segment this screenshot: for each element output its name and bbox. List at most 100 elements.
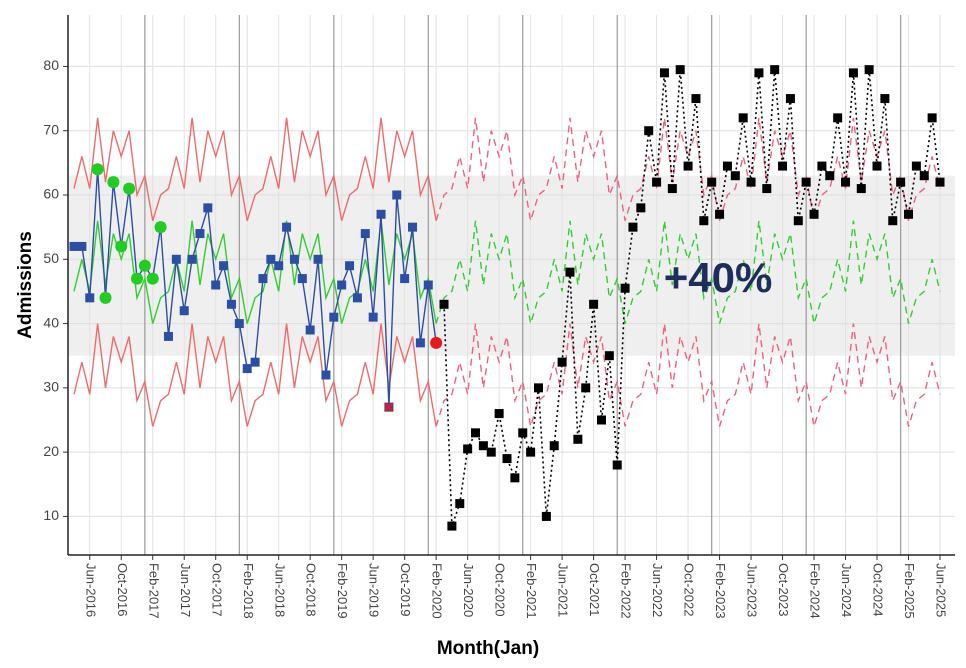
- x-tick-label: Feb-2024: [808, 563, 823, 619]
- point-marker: [430, 336, 443, 349]
- point-marker: [211, 280, 221, 290]
- x-tick-label: Feb-2021: [524, 563, 539, 619]
- point-marker: [533, 383, 543, 393]
- series-line: [73, 323, 437, 427]
- x-tick-label: Oct-2016: [115, 563, 130, 616]
- point-marker: [557, 357, 567, 367]
- point-marker: [785, 94, 795, 104]
- series-line: [435, 323, 941, 427]
- point-marker: [825, 171, 835, 181]
- point-marker: [833, 113, 843, 123]
- point-marker: [305, 325, 315, 335]
- x-tick-label: Oct-2021: [587, 563, 602, 616]
- point-marker: [518, 428, 528, 438]
- x-tick-label: Feb-2020: [430, 563, 445, 619]
- point-marker: [659, 68, 669, 78]
- x-tick-label: Jun-2016: [83, 563, 98, 617]
- point-marker: [683, 161, 693, 171]
- point-marker: [226, 299, 236, 309]
- point-marker: [667, 184, 677, 194]
- point-marker: [581, 383, 591, 393]
- point-marker: [154, 221, 167, 234]
- point-marker: [872, 161, 882, 171]
- point-marker: [675, 65, 685, 75]
- point-marker: [793, 216, 803, 226]
- point-marker: [146, 272, 159, 285]
- series-line: [435, 117, 941, 221]
- point-marker: [297, 274, 307, 284]
- point-marker: [770, 65, 780, 75]
- point-marker: [337, 280, 347, 290]
- point-marker: [919, 171, 929, 181]
- point-marker: [400, 274, 410, 284]
- point-marker: [604, 351, 614, 361]
- point-marker: [541, 511, 551, 521]
- point-marker: [730, 171, 740, 181]
- point-marker: [636, 203, 646, 213]
- point-marker: [250, 357, 260, 367]
- point-marker: [195, 229, 205, 239]
- point-marker: [817, 161, 827, 171]
- point-marker: [809, 209, 819, 219]
- point-marker: [219, 261, 229, 271]
- point-marker: [896, 177, 906, 187]
- x-tick-label: Jun-2024: [839, 563, 854, 617]
- point-marker: [242, 364, 252, 374]
- point-marker: [138, 259, 151, 272]
- point-marker: [880, 94, 890, 104]
- x-tick-label: Oct-2024: [871, 563, 886, 616]
- x-tick-label: Jun-2017: [178, 563, 193, 617]
- point-marker: [384, 402, 394, 413]
- point-marker: [415, 338, 425, 348]
- point-marker: [746, 177, 756, 187]
- point-marker: [187, 254, 197, 264]
- point-marker: [612, 460, 622, 470]
- point-marker: [463, 444, 473, 454]
- point-marker: [848, 68, 858, 78]
- point-marker: [289, 254, 299, 264]
- y-tick-label: 10: [43, 507, 59, 523]
- point-marker: [321, 370, 331, 380]
- y-tick-label: 30: [43, 379, 59, 395]
- series-line: [435, 220, 941, 324]
- point-marker: [628, 222, 638, 232]
- point-marker: [85, 293, 95, 303]
- x-tick-label: Feb-2018: [241, 563, 256, 619]
- point-marker: [927, 113, 937, 123]
- point-marker: [360, 229, 370, 239]
- point-marker: [715, 209, 725, 219]
- point-marker: [352, 293, 362, 303]
- point-marker: [691, 94, 701, 104]
- point-marker: [596, 415, 606, 425]
- point-marker: [904, 209, 914, 219]
- x-tick-label: Jun-2025: [934, 563, 949, 617]
- y-tick-label: 40: [43, 314, 59, 330]
- point-marker: [549, 441, 559, 451]
- point-marker: [699, 216, 709, 226]
- annotation: +40%: [664, 254, 773, 301]
- point-marker: [266, 254, 276, 264]
- x-tick-label: Feb-2019: [335, 563, 350, 619]
- y-tick-label: 80: [43, 57, 59, 73]
- point-marker: [722, 161, 732, 171]
- point-marker: [589, 299, 599, 309]
- point-marker: [234, 319, 244, 329]
- point-marker: [179, 306, 189, 316]
- point-marker: [274, 261, 284, 271]
- point-marker: [778, 161, 788, 171]
- point-marker: [130, 272, 143, 285]
- point-marker: [258, 274, 268, 284]
- point-marker: [123, 182, 136, 195]
- point-marker: [644, 126, 654, 136]
- y-tick-label: 20: [43, 443, 59, 459]
- x-tick-label: Oct-2023: [776, 563, 791, 616]
- x-tick-label: Jun-2020: [461, 563, 476, 617]
- x-tick-label: Oct-2018: [304, 563, 319, 616]
- point-marker: [91, 163, 104, 176]
- x-tick-label: Feb-2025: [902, 563, 917, 619]
- point-marker: [762, 184, 772, 194]
- point-marker: [738, 113, 748, 123]
- point-marker: [171, 254, 181, 264]
- point-marker: [282, 222, 292, 232]
